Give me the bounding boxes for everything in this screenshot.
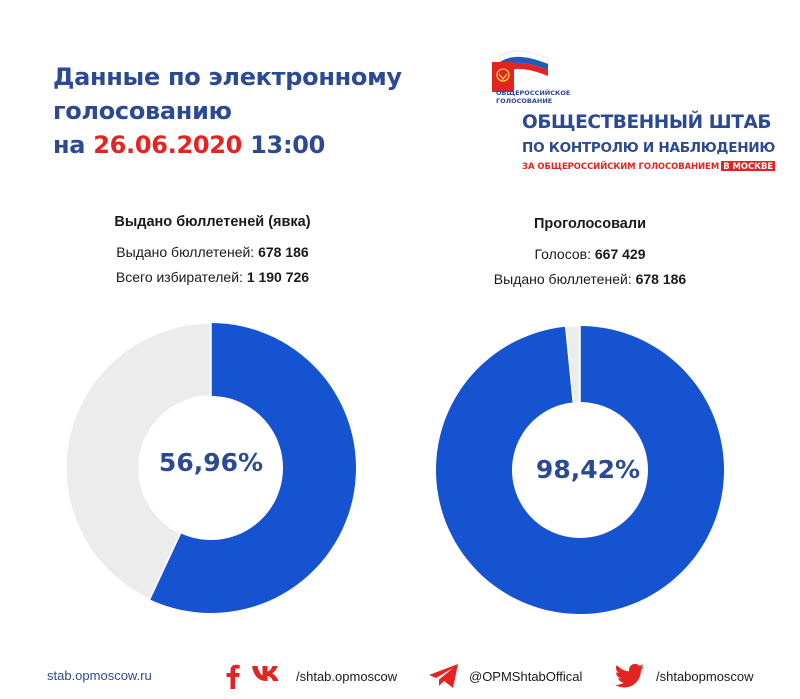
voted-title: Проголосовали [534,216,646,232]
title-line-3: на 26.06.2020 13:00 [53,128,402,162]
stat-label: Голосов: [534,246,591,262]
vk-handle[interactable]: /shtab.opmoscow [296,669,398,684]
turnout-stat-issued: Выдано бюллетеней: 678 186 [60,240,365,265]
stat-label: Выдано бюллетеней: [493,271,632,287]
title-date: 26.06.2020 [93,131,243,159]
title-time: 13:00 [250,131,326,159]
logo-sub-text: ПО КОНТРОЛЮ И НАБЛЮДЕНИЮ [522,140,775,156]
logo-badge: В МОСКВЕ [721,161,776,171]
stat-value: 1 190 726 [246,269,310,285]
title-line-1: Данные по электронному [53,63,402,91]
headquarters-logo: ОБЩЕРОССИЙСКОЕ ГОЛОСОВАНИЕ ОБЩЕСТВЕННЫЙ … [488,40,775,180]
logo-small-line-1: ОБЩЕРОССИЙСКОЕ [496,89,571,97]
voted-header: Проголосовали Голосов: 667 429 Выдано бю… [440,216,740,292]
facebook-icon[interactable] [225,663,241,689]
turnout-title: Выдано бюллетеней (явка) [114,214,311,230]
telegram-handle[interactable]: @OPMShtabOffical [469,669,583,684]
vk-icon[interactable] [251,663,283,685]
logo-small-text: ОБЩЕРОССИЙСКОЕ ГОЛОСОВАНИЕ [496,89,571,105]
logo-sub2-label: ЗА ОБЩЕРОССИЙСКИМ ГОЛОСОВАНИЕМ [522,161,720,171]
site-link[interactable]: stab.opmoscow.ru [47,668,152,683]
voted-slice-rest [564,325,581,404]
turnout-stat-total: Всего избирателей: 1 190 726 [60,265,365,290]
twitter-icon[interactable] [615,663,645,689]
telegram-icon[interactable] [428,663,460,689]
title-prefix: на [53,131,86,159]
stat-label: Всего избирателей: [115,269,243,285]
title-line-2: голосованию [53,97,232,125]
turnout-header: Выдано бюллетеней (явка) Выдано бюллетен… [60,214,365,290]
twitter-handle[interactable]: /shtabopmoscow [656,669,754,684]
voted-percent-label: 98,42% [535,455,641,484]
page-title: Данные по электронному голосованию на 26… [53,60,402,162]
logo-main-text: ОБЩЕСТВЕННЫЙ ШТАБ [522,112,772,133]
stat-value: 678 186 [635,271,687,287]
logo-small-line-2: ГОЛОСОВАНИЕ [496,96,553,105]
turnout-slice-main [149,323,356,614]
flag-emblem-icon [492,50,549,92]
stat-label: Выдано бюллетеней: [116,244,255,260]
voted-stat-votes: Голосов: 667 429 [440,242,740,267]
logo-sub2-text: ЗА ОБЩЕРОССИЙСКИМ ГОЛОСОВАНИЕМ В МОСКВЕ [522,161,776,171]
stat-value: 678 186 [258,244,309,260]
turnout-slice-rest [65,322,212,601]
footer: stab.opmoscow.ru /shtab.opmoscow @OPMSht… [0,655,800,699]
stat-value: 667 429 [594,246,646,262]
voted-stat-issued: Выдано бюллетеней: 678 186 [440,267,740,292]
voted-slice-main [436,326,725,614]
turnout-percent-label: 56,96% [158,448,264,477]
